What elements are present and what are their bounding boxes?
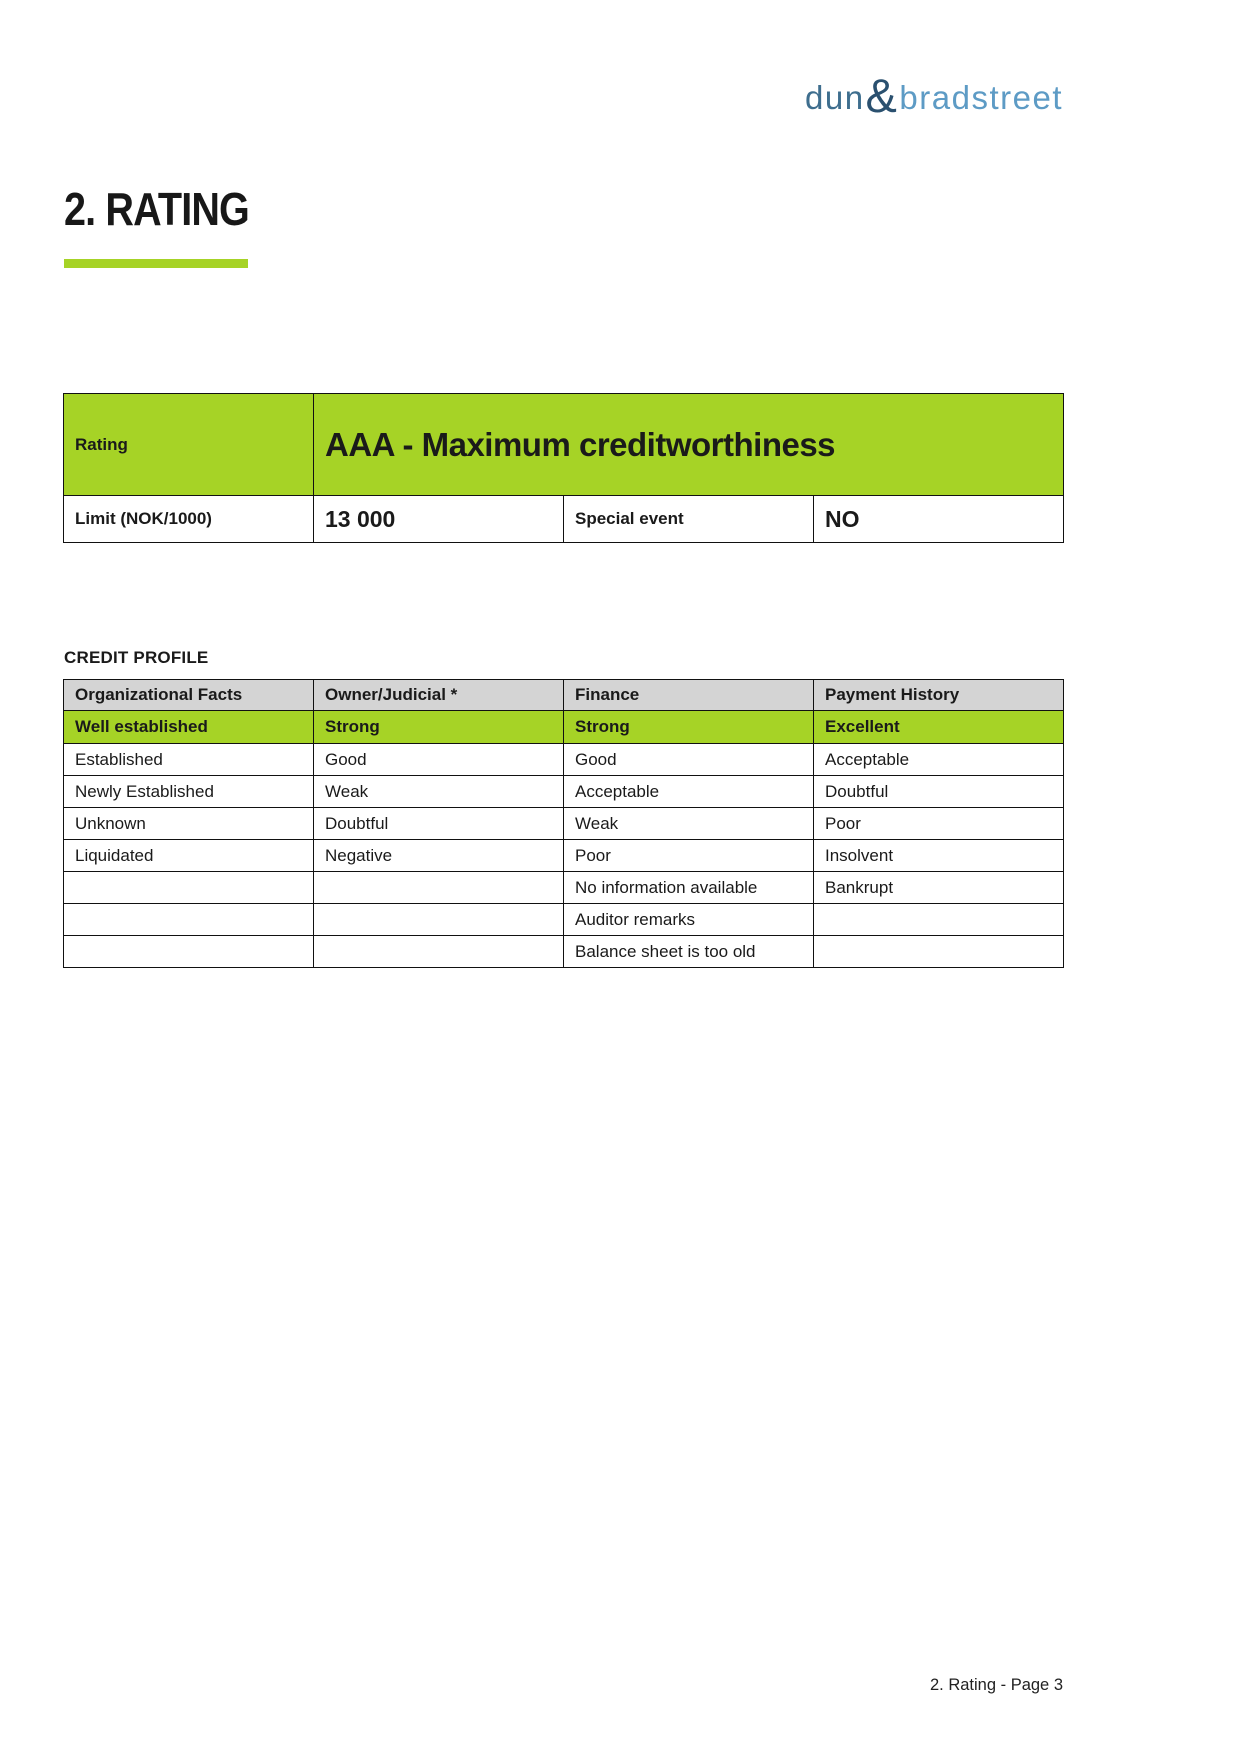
table-cell: Unknown (63, 807, 314, 840)
credit-profile-header-row: Organizational Facts Owner/Judicial * Fi… (63, 679, 1064, 711)
table-cell: Bankrupt (813, 871, 1064, 904)
table-cell (313, 903, 564, 936)
table-cell: Acceptable (813, 743, 1064, 776)
table-cell: Newly Established (63, 775, 314, 808)
selected-cell: Well established (63, 710, 314, 744)
rating-value-cell: AAA - Maximum creditworthiness (313, 393, 1064, 496)
header-payment-history: Payment History (813, 679, 1064, 711)
table-cell (313, 935, 564, 968)
table-cell: Negative (313, 839, 564, 872)
table-row: Balance sheet is too old (63, 935, 1064, 968)
credit-profile-selected-row: Well established Strong Strong Excellent (63, 710, 1064, 744)
table-cell: Insolvent (813, 839, 1064, 872)
rating-table: Rating AAA - Maximum creditworthiness Li… (63, 393, 1064, 543)
table-cell (813, 903, 1064, 936)
table-cell (63, 935, 314, 968)
dun-and-bradstreet-logo: dun&bradstreet (804, 68, 1063, 121)
header-owner-judicial: Owner/Judicial * (313, 679, 564, 711)
logo-text-bradstreet: bradstreet (899, 79, 1063, 116)
credit-profile-table: Organizational Facts Owner/Judicial * Fi… (63, 679, 1064, 968)
table-cell (63, 903, 314, 936)
logo-ampersand-icon: & (865, 69, 899, 122)
table-cell: Established (63, 743, 314, 776)
header-organizational-facts: Organizational Facts (63, 679, 314, 711)
table-row: No information available Bankrupt (63, 871, 1064, 904)
table-row: Liquidated Negative Poor Insolvent (63, 839, 1064, 872)
limit-label-cell: Limit (NOK/1000) (63, 495, 314, 543)
heading-accent-bar (64, 259, 248, 268)
selected-cell: Excellent (813, 710, 1064, 744)
table-cell: Weak (563, 807, 814, 840)
table-cell: Weak (313, 775, 564, 808)
special-event-label-cell: Special event (563, 495, 814, 543)
table-row: Auditor remarks (63, 903, 1064, 936)
rating-row: Rating AAA - Maximum creditworthiness (63, 393, 1064, 496)
table-cell: No information available (563, 871, 814, 904)
table-cell (63, 871, 314, 904)
rating-label-cell: Rating (63, 393, 314, 496)
table-cell (813, 935, 1064, 968)
table-row: Newly Established Weak Acceptable Doubtf… (63, 775, 1064, 808)
credit-profile-title: CREDIT PROFILE (64, 648, 209, 667)
table-cell: Poor (563, 839, 814, 872)
table-row: Unknown Doubtful Weak Poor (63, 807, 1064, 840)
limit-row: Limit (NOK/1000) 13 000 Special event NO (63, 495, 1064, 543)
table-row: Established Good Good Acceptable (63, 743, 1064, 776)
table-cell: Doubtful (313, 807, 564, 840)
table-cell: Balance sheet is too old (563, 935, 814, 968)
table-cell: Good (313, 743, 564, 776)
section-heading: 2. RATING (64, 183, 250, 235)
table-cell: Good (563, 743, 814, 776)
page-footer: 2. Rating - Page 3 (930, 1676, 1063, 1694)
table-cell: Acceptable (563, 775, 814, 808)
logo-text-dun: dun (804, 79, 865, 116)
header-finance: Finance (563, 679, 814, 711)
table-cell: Liquidated (63, 839, 314, 872)
table-cell (313, 871, 564, 904)
table-cell: Auditor remarks (563, 903, 814, 936)
selected-cell: Strong (313, 710, 564, 744)
selected-cell: Strong (563, 710, 814, 744)
table-cell: Poor (813, 807, 1064, 840)
limit-value-cell: 13 000 (313, 495, 564, 543)
table-cell: Doubtful (813, 775, 1064, 808)
special-event-value-cell: NO (813, 495, 1064, 543)
